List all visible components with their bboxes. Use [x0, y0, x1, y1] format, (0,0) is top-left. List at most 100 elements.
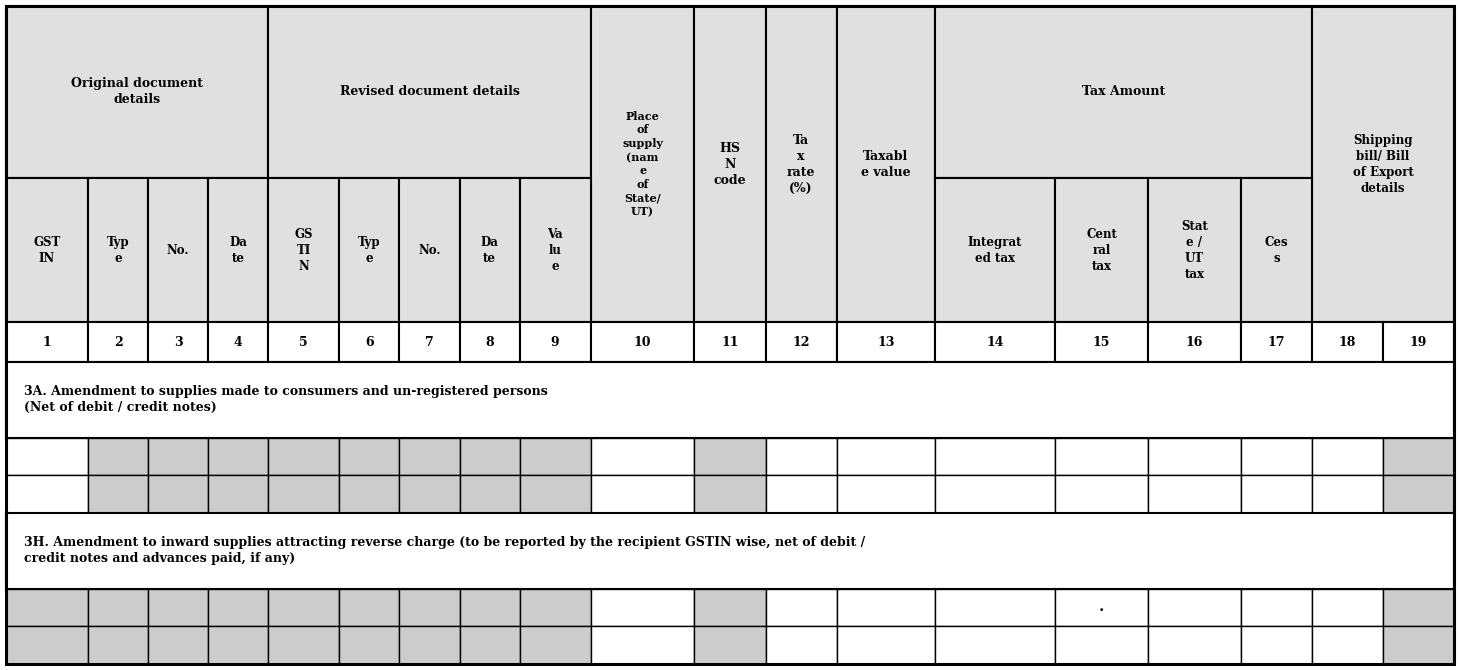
- Text: Ces
s: Ces s: [1264, 236, 1288, 265]
- Bar: [934, 322, 1056, 362]
- Text: No.: No.: [166, 244, 190, 257]
- Text: Da
te: Da te: [229, 236, 247, 265]
- Bar: [1241, 588, 1313, 626]
- Bar: [1241, 438, 1313, 476]
- Bar: [1383, 626, 1454, 664]
- Bar: [1241, 626, 1313, 664]
- Text: 4: 4: [234, 336, 242, 348]
- Text: GS
TI
N: GS TI N: [295, 228, 312, 273]
- Text: 16: 16: [1186, 336, 1203, 348]
- Text: 6: 6: [365, 336, 374, 348]
- Text: No.: No.: [418, 244, 441, 257]
- Bar: [339, 626, 400, 664]
- Bar: [1148, 476, 1241, 513]
- Bar: [88, 178, 147, 322]
- Bar: [591, 438, 695, 476]
- Text: Original document
details: Original document details: [72, 78, 203, 107]
- Bar: [695, 476, 765, 513]
- Bar: [147, 438, 209, 476]
- Bar: [460, 626, 520, 664]
- Bar: [837, 322, 934, 362]
- Bar: [400, 626, 460, 664]
- Bar: [6, 513, 1454, 588]
- Bar: [1056, 438, 1148, 476]
- Bar: [269, 6, 591, 178]
- Text: 17: 17: [1267, 336, 1285, 348]
- Bar: [520, 626, 591, 664]
- Text: Taxabl
e value: Taxabl e value: [861, 149, 911, 179]
- Bar: [209, 476, 269, 513]
- Bar: [88, 438, 147, 476]
- Text: 3: 3: [174, 336, 182, 348]
- Text: Typ
e: Typ e: [358, 236, 381, 265]
- Text: Shipping
bill/ Bill
of Export
details: Shipping bill/ Bill of Export details: [1352, 133, 1413, 194]
- Bar: [837, 588, 934, 626]
- Text: 19: 19: [1410, 336, 1428, 348]
- Text: 18: 18: [1339, 336, 1356, 348]
- Text: 12: 12: [793, 336, 810, 348]
- Bar: [88, 626, 147, 664]
- Bar: [591, 626, 695, 664]
- Bar: [1241, 178, 1313, 322]
- Bar: [837, 6, 934, 322]
- Bar: [269, 438, 339, 476]
- Text: Stat
e /
UT
tax: Stat e / UT tax: [1181, 220, 1207, 281]
- Bar: [6, 362, 1454, 438]
- Bar: [269, 626, 339, 664]
- Bar: [520, 476, 591, 513]
- Bar: [339, 438, 400, 476]
- Bar: [147, 626, 209, 664]
- Text: 9: 9: [550, 336, 559, 348]
- Bar: [934, 6, 1313, 178]
- Text: 2: 2: [114, 336, 123, 348]
- Bar: [6, 438, 88, 476]
- Bar: [147, 178, 209, 322]
- Bar: [269, 476, 339, 513]
- Bar: [1383, 588, 1454, 626]
- Bar: [1148, 438, 1241, 476]
- Bar: [1148, 626, 1241, 664]
- Bar: [400, 476, 460, 513]
- Bar: [460, 322, 520, 362]
- Bar: [1056, 178, 1148, 322]
- Text: Ta
x
rate
(%): Ta x rate (%): [787, 133, 815, 194]
- Bar: [837, 626, 934, 664]
- Text: GST
IN: GST IN: [34, 236, 61, 265]
- Text: 1: 1: [42, 336, 51, 348]
- Bar: [88, 476, 147, 513]
- Bar: [147, 476, 209, 513]
- Bar: [1313, 322, 1383, 362]
- Bar: [1056, 588, 1148, 626]
- Bar: [209, 626, 269, 664]
- Bar: [6, 6, 269, 178]
- Bar: [1148, 322, 1241, 362]
- Bar: [88, 588, 147, 626]
- Bar: [1313, 6, 1454, 322]
- Bar: [339, 476, 400, 513]
- Bar: [765, 6, 837, 322]
- Bar: [837, 476, 934, 513]
- Bar: [1313, 438, 1383, 476]
- Bar: [400, 322, 460, 362]
- Bar: [934, 588, 1056, 626]
- Text: .: .: [1099, 600, 1104, 614]
- Bar: [1148, 588, 1241, 626]
- Bar: [6, 588, 88, 626]
- Bar: [460, 588, 520, 626]
- Text: 15: 15: [1094, 336, 1110, 348]
- Text: 14: 14: [987, 336, 1004, 348]
- Bar: [765, 626, 837, 664]
- Bar: [934, 476, 1056, 513]
- Bar: [400, 178, 460, 322]
- Bar: [1056, 476, 1148, 513]
- Bar: [695, 626, 765, 664]
- Bar: [591, 588, 695, 626]
- Bar: [6, 476, 88, 513]
- Text: 5: 5: [299, 336, 308, 348]
- Bar: [1313, 476, 1383, 513]
- Text: Place
of
supply
(nam
e
of
State/
UT): Place of supply (nam e of State/ UT): [622, 111, 663, 218]
- Bar: [934, 626, 1056, 664]
- Bar: [765, 476, 837, 513]
- Bar: [1313, 588, 1383, 626]
- Text: Da
te: Da te: [480, 236, 498, 265]
